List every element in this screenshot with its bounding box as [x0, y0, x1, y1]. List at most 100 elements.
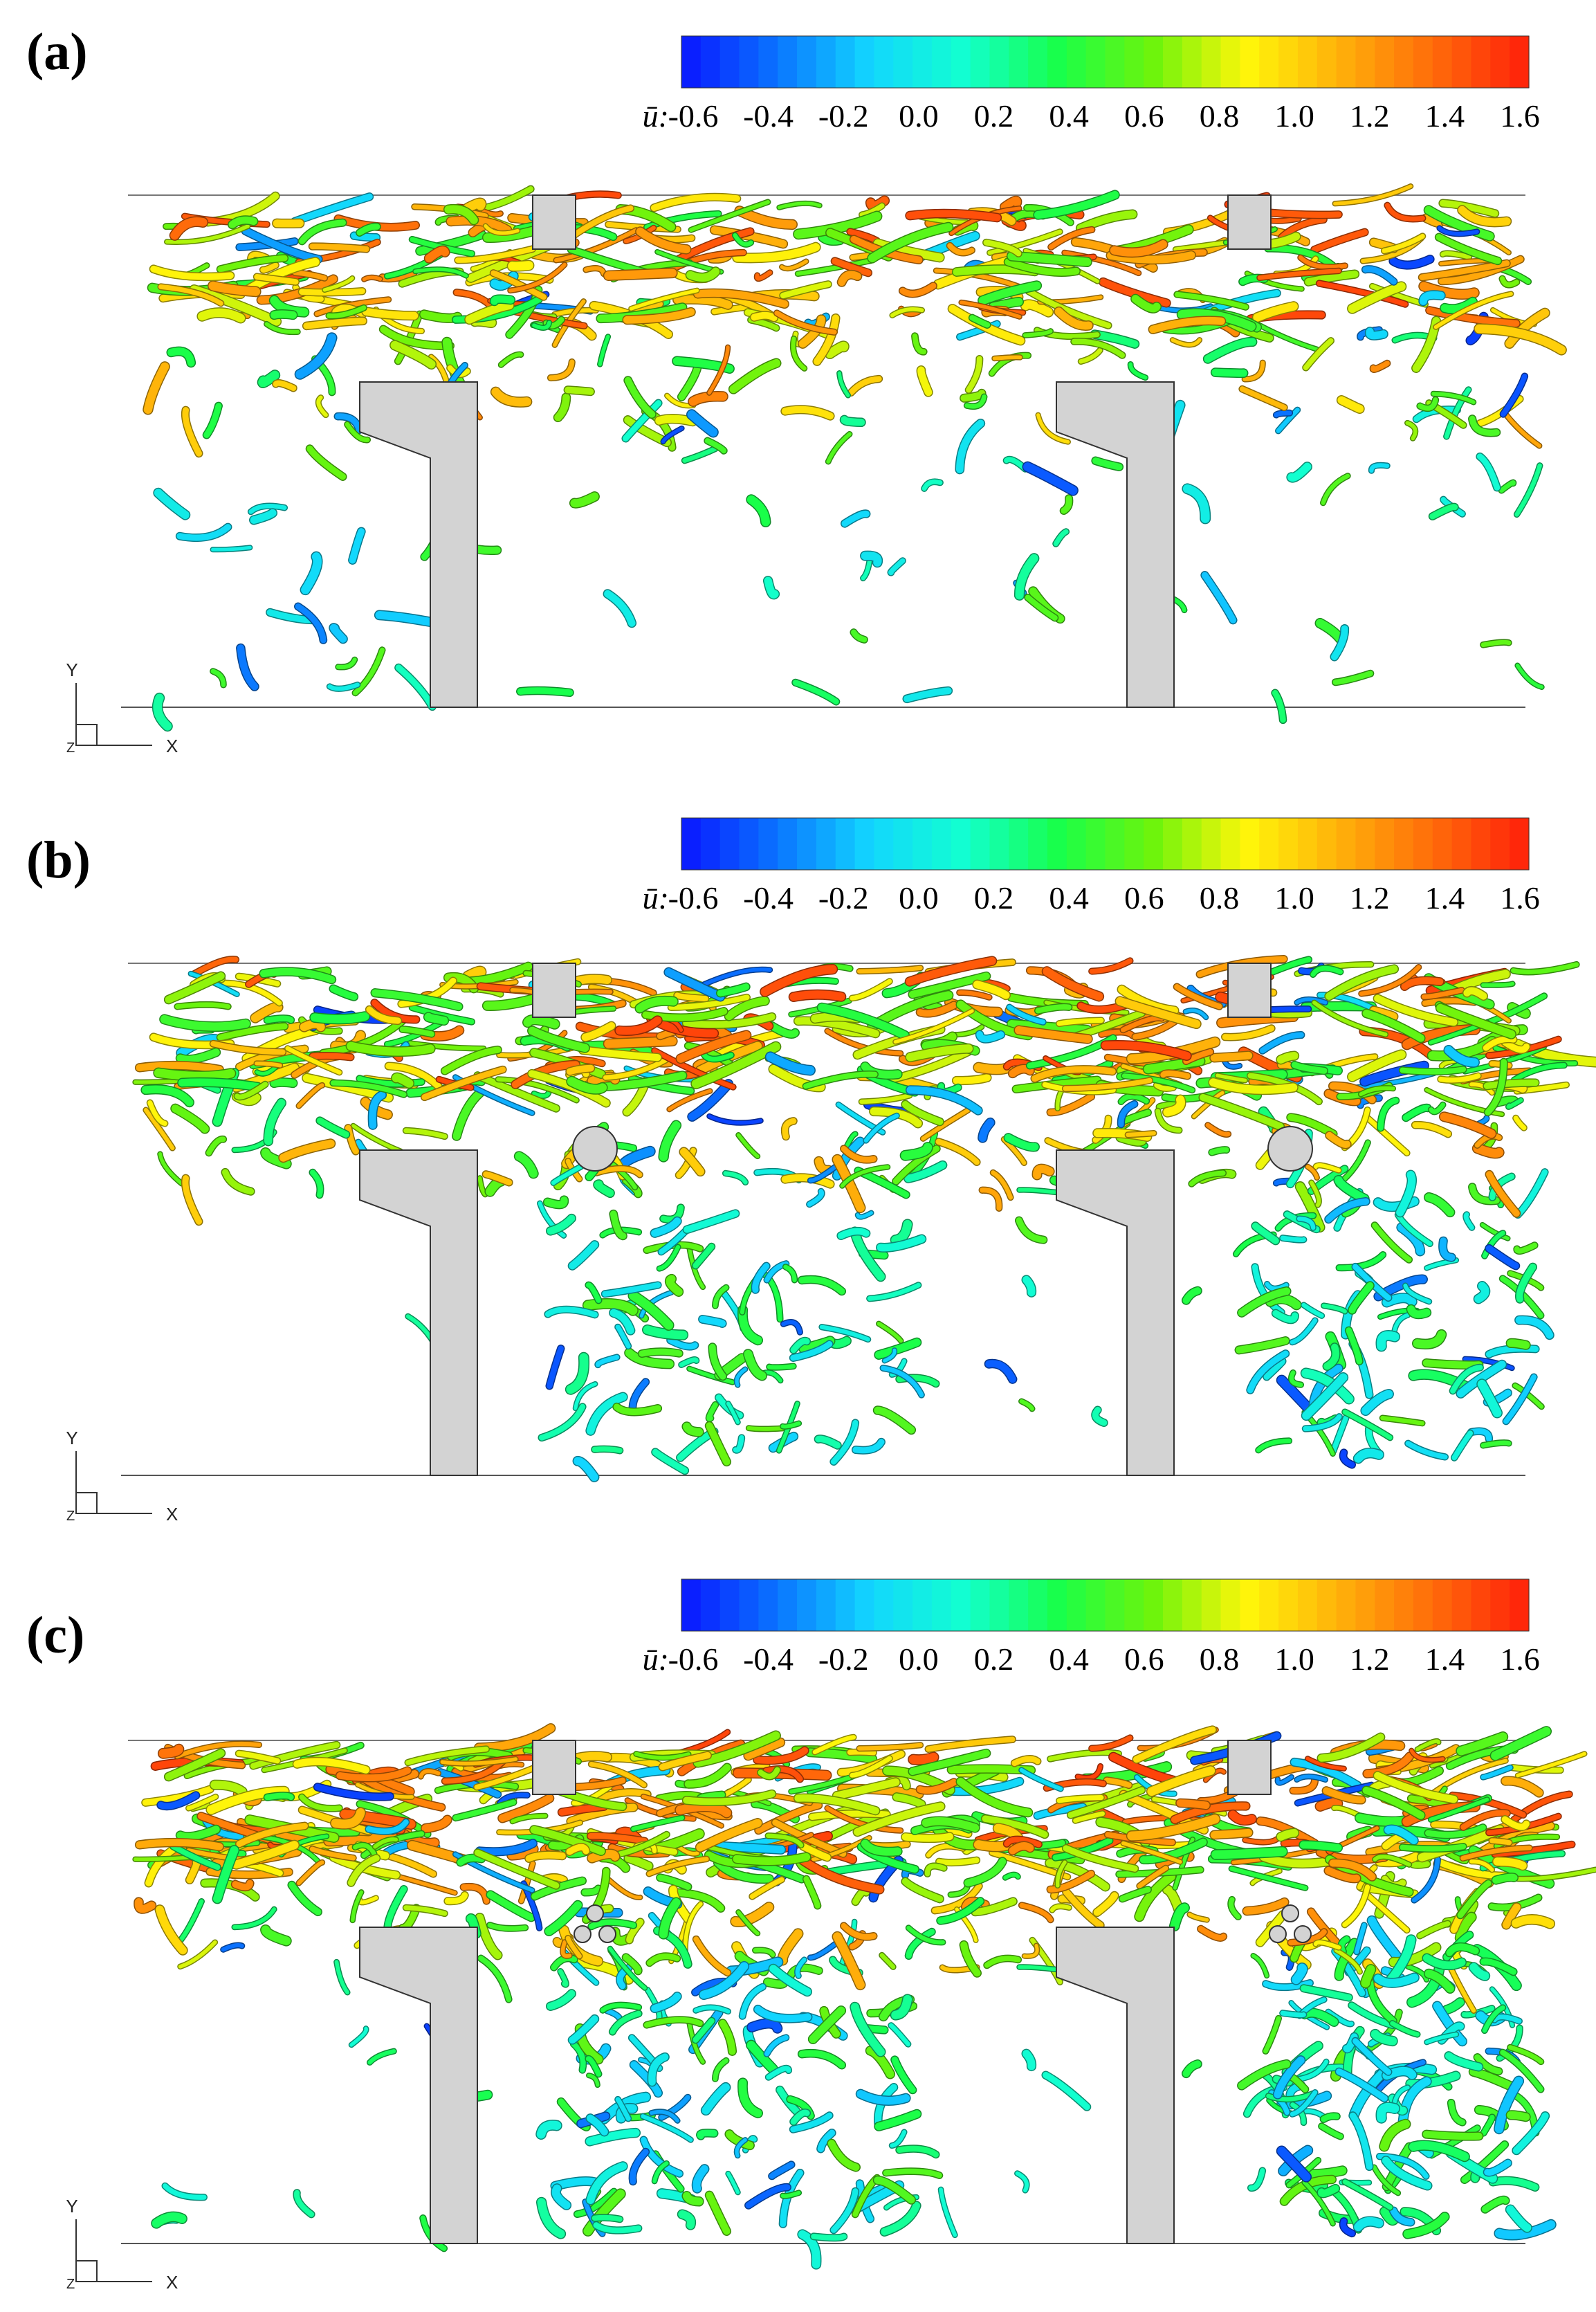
- vortex-tube: [403, 1128, 448, 1139]
- vortex-tube: [639, 1348, 683, 1357]
- vortex-tube: [1421, 987, 1465, 999]
- vortex-tube: [136, 1839, 223, 1850]
- colorbar-band: [893, 818, 913, 870]
- vortex-tube: [818, 1003, 909, 1039]
- colorbar-band: [739, 36, 759, 88]
- vortex-tube: [618, 1147, 655, 1169]
- vortex-tube: [630, 2149, 649, 2185]
- vortex-tube: [1329, 1082, 1376, 1104]
- vortex-tube: [373, 1837, 398, 1849]
- vortex-tube: [515, 1152, 538, 1178]
- vortex-tube: [687, 2019, 705, 2064]
- vortex-tube: [838, 271, 861, 286]
- vortex-tube: [508, 262, 567, 293]
- vortex-tube: [1294, 1774, 1328, 1782]
- vortex-tube: [1103, 1777, 1132, 1788]
- vortex-tube: [142, 1785, 214, 1806]
- vortex-tube: [1277, 1376, 1311, 1411]
- vortex-tube: [596, 1071, 686, 1091]
- vortex-tube: [1076, 1764, 1103, 1781]
- vortex-tube: [1424, 1088, 1504, 1116]
- vortex-tube: [1238, 2060, 1291, 2090]
- vortex-tube: [1170, 1903, 1189, 1931]
- colorbar-band: [1163, 1579, 1183, 1631]
- vortex-tube: [1259, 1032, 1304, 1054]
- vortex-tube: [145, 1845, 178, 1886]
- colorbar-band: [1375, 1579, 1395, 1631]
- vortex-tube: [1485, 1345, 1539, 1358]
- vortex-tube: [375, 611, 436, 626]
- colorbar-band: [1490, 36, 1510, 88]
- vortex-tube: [888, 558, 906, 576]
- vortex-tube: [1507, 2045, 1543, 2064]
- vortex-tube: [1019, 1902, 1054, 1922]
- vortex-tube: [707, 345, 730, 395]
- vortex-tube: [571, 2041, 586, 2073]
- vortex-tube: [1000, 197, 1021, 211]
- colorbar-band: [797, 1579, 817, 1631]
- vortex-tube: [1424, 2032, 1458, 2044]
- vortex-tube: [985, 1360, 1016, 1383]
- vortex-tube: [1363, 1752, 1413, 1778]
- vortex-tube: [1210, 1051, 1253, 1062]
- colorbar-band: [700, 36, 721, 88]
- colorbar-tick-label: 1.0: [1274, 880, 1314, 916]
- vortex-tube: [1489, 2177, 1539, 2191]
- vortex-tube: [1349, 2112, 1373, 2170]
- vortex-tube: [777, 201, 822, 210]
- colorbar-band: [1413, 818, 1433, 870]
- vortex-tube: [270, 310, 297, 319]
- vortex-tube: [1361, 1390, 1393, 1415]
- vortex-tube: [1287, 462, 1312, 482]
- vortex-tube: [622, 400, 662, 442]
- vortex-tube: [1348, 1050, 1406, 1082]
- vortex-tube: [1346, 1327, 1363, 1365]
- vortex-tube: [935, 1138, 980, 1165]
- colorbar-tick-label: -0.2: [818, 98, 869, 134]
- vortex-tube: [1209, 1078, 1298, 1094]
- vortex-tube: [525, 1851, 566, 1862]
- colorbar-band: [1028, 36, 1048, 88]
- vortex-tube: [754, 2005, 811, 2023]
- vortex-tube: [687, 1367, 735, 1385]
- vortex-tube: [455, 246, 535, 263]
- colorbar-band: [893, 36, 913, 88]
- vortex-tube: [604, 590, 636, 627]
- vortex-tube: [260, 262, 279, 273]
- vortex-tube: [701, 1052, 734, 1062]
- vortex-tube: [1486, 1171, 1520, 1217]
- colorbar-tick-label: 0.2: [974, 1641, 1014, 1677]
- vortex-tube: [1009, 1065, 1034, 1077]
- vortex-tube: [1503, 1374, 1537, 1424]
- vortex-tube: [850, 629, 868, 643]
- vortex-tube: [682, 2192, 704, 2206]
- vortex-tube: [657, 1874, 691, 1890]
- colorbar-band: [1297, 1579, 1318, 1631]
- vortex-tube: [1424, 206, 1494, 241]
- colorbar-band: [1278, 1579, 1299, 1631]
- vortex-tube: [1135, 1872, 1175, 1921]
- vortex-tube: [791, 336, 807, 371]
- vortex-tube: [551, 1955, 578, 1971]
- colorbar-band: [931, 818, 952, 870]
- vortex-tube: [852, 1439, 885, 1454]
- vortex-tube: [1513, 1116, 1527, 1131]
- colorbar-band: [1451, 36, 1472, 88]
- vortex-tube: [1228, 1897, 1241, 1920]
- vortex-tube: [1321, 1303, 1347, 1314]
- colorbar-band: [989, 818, 1009, 870]
- vortex-tube: [1362, 1009, 1425, 1042]
- vortex-tube: [650, 194, 740, 211]
- vortex-tube: [917, 1001, 957, 1017]
- vortex-tube: [1354, 1922, 1367, 1954]
- vortex-tube: [221, 1942, 244, 1952]
- bottom-fin: [359, 1149, 478, 1476]
- vortex-tube: [893, 1009, 974, 1044]
- vortex-tube: [634, 1751, 691, 1760]
- vortex-tube: [301, 552, 322, 594]
- vortex-tube: [366, 1006, 401, 1024]
- vortex-tube: [837, 1228, 870, 1239]
- colorbar-band: [835, 36, 856, 88]
- vortex-tube: [605, 2008, 622, 2021]
- vortex-tube: [763, 1766, 803, 1782]
